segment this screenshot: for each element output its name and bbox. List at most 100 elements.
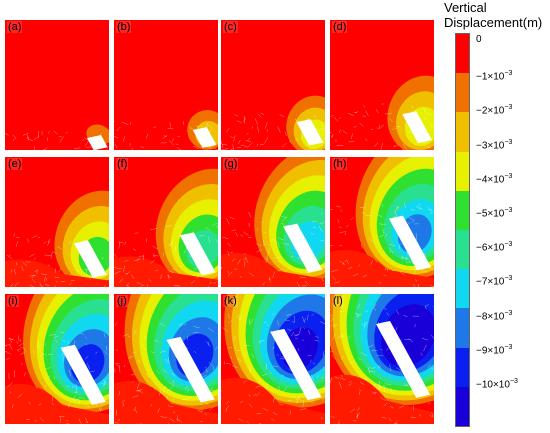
fracture-line	[59, 136, 64, 143]
fracture-line	[310, 232, 314, 236]
fracture-line	[47, 240, 50, 246]
fracture-line	[114, 270, 121, 275]
excavated-block	[74, 240, 107, 278]
fracture-line	[169, 122, 172, 128]
colorbar-segment	[456, 73, 469, 113]
panel-l: (l)	[330, 294, 434, 424]
fracture-line	[78, 397, 86, 399]
colorbar-tick-label: −6×10−3	[476, 239, 512, 254]
fracture-line	[346, 259, 349, 264]
fracture-line	[278, 403, 284, 405]
fracture-line	[263, 231, 266, 234]
fracture-line	[159, 350, 166, 353]
fracture-line	[317, 127, 321, 134]
fracture-line	[361, 212, 366, 215]
fracture-line	[405, 256, 408, 261]
fracture-line	[382, 228, 385, 235]
tick-mantissa: −8×10	[476, 310, 505, 322]
fracture-line	[103, 380, 107, 385]
fracture-line	[39, 282, 43, 287]
fracture-line	[131, 274, 135, 279]
colorbar-segment	[456, 347, 469, 388]
fracture-line	[242, 119, 246, 123]
fracture-line	[209, 387, 213, 392]
fracture-line	[268, 244, 271, 247]
fracture-line	[152, 245, 158, 250]
colorbar-tick-label: −1×10−3	[476, 68, 512, 83]
fracture-line	[213, 147, 218, 150]
fracture-line	[185, 385, 188, 390]
fracture-line	[423, 253, 426, 256]
fracture-line	[330, 377, 333, 383]
fracture-line	[365, 138, 368, 142]
fracture-line	[358, 264, 360, 267]
fracture-line	[335, 205, 341, 208]
fracture-line	[33, 146, 36, 150]
fracture-line	[376, 127, 380, 129]
fracture-line	[84, 140, 89, 147]
fracture-line	[78, 398, 81, 404]
fracture-line	[330, 317, 333, 323]
fracture-line	[124, 259, 129, 262]
contour-plot	[221, 20, 325, 150]
contour-plot	[5, 20, 109, 150]
fracture-line	[172, 411, 176, 413]
fracture-line	[363, 377, 368, 380]
fracture-line	[314, 339, 319, 342]
fracture-line	[273, 365, 279, 368]
fracture-line	[73, 340, 76, 346]
fracture-line	[104, 351, 109, 356]
fracture-line	[32, 349, 35, 354]
fracture-line	[38, 403, 42, 406]
fracture-line	[277, 260, 282, 264]
fracture-line	[376, 213, 383, 218]
fracture-line	[118, 241, 124, 244]
fracture-line	[384, 267, 387, 271]
fracture-line	[54, 285, 57, 287]
fracture-line	[161, 390, 166, 395]
fracture-line	[285, 268, 290, 271]
fracture-line	[24, 371, 26, 377]
fracture-line	[429, 123, 433, 127]
fracture-line	[126, 282, 130, 287]
colorbar-title: Vertical Displacement(m)	[444, 0, 550, 30]
fracture-line	[271, 276, 274, 279]
fracture-line	[371, 349, 378, 352]
panel-label: (a)	[7, 21, 23, 33]
fracture-line	[230, 136, 234, 138]
fracture-line	[205, 341, 211, 347]
fracture-line	[89, 276, 96, 278]
fracture-line	[176, 418, 183, 423]
fracture-line	[208, 286, 210, 287]
fracture-line	[415, 279, 417, 282]
fracture-line	[229, 216, 235, 220]
fracture-line	[331, 135, 333, 138]
fracture-line	[15, 236, 20, 239]
fracture-line	[322, 350, 325, 357]
fracture-line	[190, 128, 196, 130]
fracture-line	[207, 327, 214, 332]
fracture-line	[207, 236, 211, 243]
fracture-line	[357, 407, 360, 412]
fracture-line	[393, 144, 396, 148]
fracture-line	[71, 384, 78, 388]
fracture-line	[255, 243, 262, 247]
excavated-block	[388, 215, 432, 271]
fracture-line	[312, 226, 317, 229]
fracture-line	[61, 352, 64, 356]
fracture-line	[153, 254, 159, 257]
fracture-line	[363, 105, 366, 108]
panel-label: (g)	[223, 158, 239, 170]
contour-plot	[114, 20, 218, 150]
fracture-line	[157, 408, 160, 413]
fracture-line	[350, 217, 354, 221]
fracture-line	[429, 212, 433, 215]
fracture-line	[54, 339, 58, 343]
fracture-line	[411, 219, 415, 223]
fracture-line	[65, 419, 69, 422]
fracture-line	[414, 143, 417, 146]
fracture-line	[423, 108, 426, 113]
excavated-block	[179, 232, 216, 276]
fracture-line	[103, 333, 106, 338]
